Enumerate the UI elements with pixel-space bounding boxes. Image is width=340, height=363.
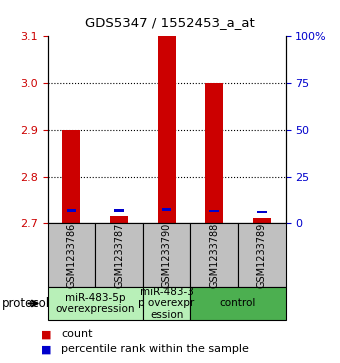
Text: ■: ■ xyxy=(41,329,51,339)
Text: GSM1233787: GSM1233787 xyxy=(114,222,124,288)
Text: miR-483-3
p overexpr
ession: miR-483-3 p overexpr ession xyxy=(138,287,195,320)
Bar xyxy=(257,211,267,213)
Bar xyxy=(114,209,124,212)
Text: GSM1233790: GSM1233790 xyxy=(162,223,172,287)
Text: GSM1233788: GSM1233788 xyxy=(209,223,219,287)
Bar xyxy=(110,216,128,223)
Bar xyxy=(205,83,223,223)
Text: miR-483-5p
overexpression: miR-483-5p overexpression xyxy=(55,293,135,314)
Bar xyxy=(157,36,176,223)
Bar xyxy=(67,209,76,212)
Text: count: count xyxy=(61,329,93,339)
Text: percentile rank within the sample: percentile rank within the sample xyxy=(61,344,249,355)
Bar xyxy=(62,130,81,223)
Bar xyxy=(253,218,271,223)
Text: GSM1233786: GSM1233786 xyxy=(66,223,76,287)
Bar xyxy=(209,210,219,212)
Text: protocol: protocol xyxy=(2,297,50,310)
Text: ■: ■ xyxy=(41,344,51,355)
Text: control: control xyxy=(220,298,256,309)
Text: GSM1233789: GSM1233789 xyxy=(257,223,267,287)
Bar xyxy=(162,208,171,211)
Text: GDS5347 / 1552453_a_at: GDS5347 / 1552453_a_at xyxy=(85,16,255,29)
